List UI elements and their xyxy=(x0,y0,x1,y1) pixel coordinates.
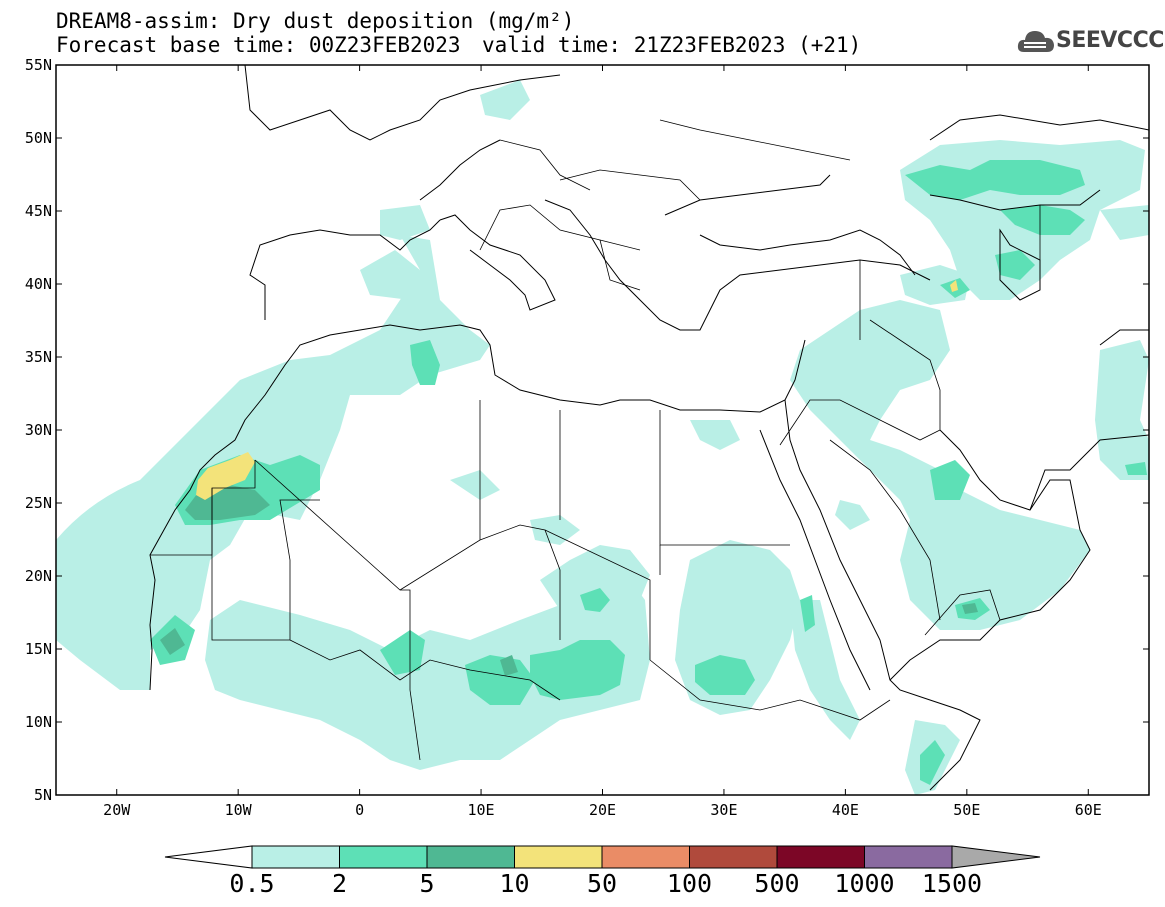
colorbar-over-arrow xyxy=(951,845,1041,869)
lon-tick-label: 10E xyxy=(468,801,495,819)
coastlines xyxy=(149,65,1149,791)
colorbar-under-arrow xyxy=(164,845,253,869)
map-title: DREAM8-assim: Dry dust deposition (mg/m²… xyxy=(56,9,575,33)
lat-tick-label: 5N xyxy=(34,786,52,804)
lat-tick-label: 40N xyxy=(25,275,52,293)
colorbar-label: 500 xyxy=(754,869,799,898)
valid-time: valid time: 21Z23FEB2023 (+21) xyxy=(482,33,862,57)
deposition-level-10 xyxy=(196,280,958,500)
seevccc-logo xyxy=(1016,22,1156,58)
lon-tick-label: 20E xyxy=(589,801,616,819)
lon-tick-label: 0 xyxy=(355,801,364,819)
colorbar-bin xyxy=(514,845,603,869)
logo-text: SEEVCCC xyxy=(1056,28,1164,53)
colorbar-label: 1000 xyxy=(834,869,894,898)
lat-tick-label: 20N xyxy=(25,567,52,585)
deposition-level-0-5 xyxy=(56,80,1149,795)
lat-tick-label: 15N xyxy=(25,640,52,658)
lat-tick-label: 55N xyxy=(25,56,52,74)
country-borders xyxy=(150,119,1041,761)
lat-tick-label: 25N xyxy=(25,494,52,512)
colorbar-bin xyxy=(864,845,953,869)
lon-tick-label: 30E xyxy=(710,801,737,819)
forecast-base-time: Forecast base time: 00Z23FEB2023 xyxy=(56,33,461,57)
lat-tick-label: 45N xyxy=(25,202,52,220)
colorbar-label: 50 xyxy=(587,869,617,898)
colorbar-bin xyxy=(426,845,515,869)
deposition-field xyxy=(56,80,1149,795)
lat-tick-label: 30N xyxy=(25,421,52,439)
cloud-icon xyxy=(1017,31,1054,52)
colorbar-label: 5 xyxy=(419,869,434,898)
lat-tick-label: 50N xyxy=(25,129,52,147)
lon-tick-label: 50E xyxy=(953,801,980,819)
colorbar-label: 10 xyxy=(499,869,529,898)
colorbar-bin xyxy=(689,845,778,869)
lon-tick-label: 20W xyxy=(103,801,131,819)
colorbar-bin xyxy=(776,845,865,869)
colorbar-label: 2 xyxy=(332,869,347,898)
lon-tick-label: 60E xyxy=(1075,801,1102,819)
lat-tick-label: 10N xyxy=(25,713,52,731)
colorbar-label: 0.5 xyxy=(229,869,274,898)
colorbar-bin xyxy=(601,845,690,869)
axis-ticks: 20W 10W 0 10E 20E 30E 40E 50E 60E 55N 50N 45N 40N 35N… xyxy=(25,56,1149,819)
colorbar-bin xyxy=(339,845,428,869)
lat-tick-label: 35N xyxy=(25,348,52,366)
lon-tick-label: 40E xyxy=(832,801,859,819)
colorbar: 0.5 2 5 10 50 100 500 1000 1500 xyxy=(164,845,1041,898)
colorbar-label: 100 xyxy=(667,869,712,898)
lon-tick-label: 10W xyxy=(225,801,253,819)
colorbar-bin xyxy=(251,845,340,869)
colorbar-label: 1500 xyxy=(922,869,982,898)
